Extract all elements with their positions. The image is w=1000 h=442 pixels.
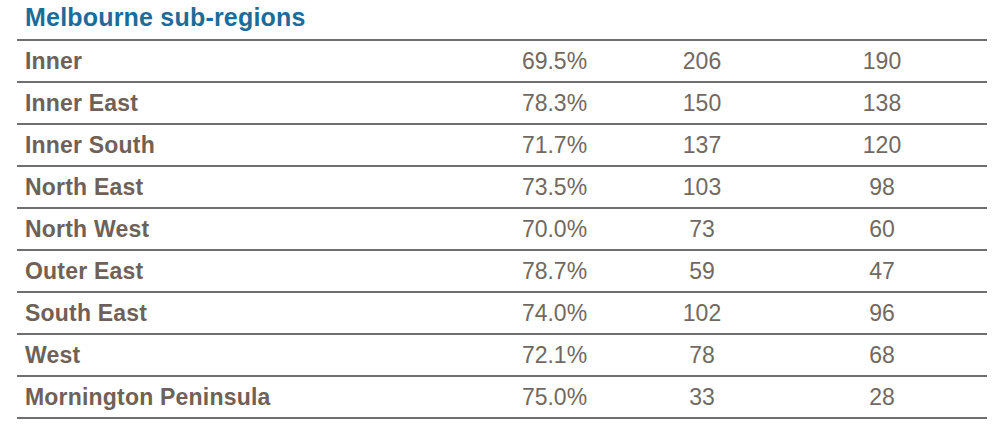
percent-cell: 73.5%: [482, 166, 627, 208]
region-name-cell: Mornington Peninsula: [17, 376, 482, 418]
count-cell: 68: [777, 334, 987, 376]
sub-regions-table: Inner 69.5% 206 190 Inner East 78.3% 150…: [17, 39, 987, 419]
region-name-cell: Inner South: [17, 124, 482, 166]
count-cell: 47: [777, 250, 987, 292]
count-cell: 120: [777, 124, 987, 166]
count-cell: 60: [777, 208, 987, 250]
region-name-cell: South East: [17, 292, 482, 334]
count-cell: 78: [627, 334, 777, 376]
count-cell: 59: [627, 250, 777, 292]
percent-cell: 71.7%: [482, 124, 627, 166]
table-body: Inner 69.5% 206 190 Inner East 78.3% 150…: [17, 40, 987, 418]
table-row: West 72.1% 78 68: [17, 334, 987, 376]
percent-cell: 75.0%: [482, 376, 627, 418]
percent-cell: 72.1%: [482, 334, 627, 376]
count-cell: 206: [627, 40, 777, 82]
count-cell: 28: [777, 376, 987, 418]
table-row: Inner 69.5% 206 190: [17, 40, 987, 82]
table-row: Mornington Peninsula 75.0% 33 28: [17, 376, 987, 418]
percent-cell: 78.7%: [482, 250, 627, 292]
document-page: Melbourne sub-regions Inner 69.5% 206 19…: [0, 0, 1000, 419]
percent-cell: 74.0%: [482, 292, 627, 334]
region-name-cell: Inner: [17, 40, 482, 82]
count-cell: 33: [627, 376, 777, 418]
region-name-cell: North West: [17, 208, 482, 250]
table-row: South East 74.0% 102 96: [17, 292, 987, 334]
table-row: Inner South 71.7% 137 120: [17, 124, 987, 166]
table-row: North West 70.0% 73 60: [17, 208, 987, 250]
region-name-cell: Outer East: [17, 250, 482, 292]
region-name-cell: West: [17, 334, 482, 376]
count-cell: 150: [627, 82, 777, 124]
count-cell: 137: [627, 124, 777, 166]
count-cell: 103: [627, 166, 777, 208]
region-name-cell: Inner East: [17, 82, 482, 124]
table-row: North East 73.5% 103 98: [17, 166, 987, 208]
count-cell: 190: [777, 40, 987, 82]
percent-cell: 78.3%: [482, 82, 627, 124]
percent-cell: 70.0%: [482, 208, 627, 250]
count-cell: 96: [777, 292, 987, 334]
count-cell: 98: [777, 166, 987, 208]
table-row: Inner East 78.3% 150 138: [17, 82, 987, 124]
page-title: Melbourne sub-regions: [25, 2, 1000, 32]
region-name-cell: North East: [17, 166, 482, 208]
count-cell: 102: [627, 292, 777, 334]
count-cell: 138: [777, 82, 987, 124]
count-cell: 73: [627, 208, 777, 250]
percent-cell: 69.5%: [482, 40, 627, 82]
table-row: Outer East 78.7% 59 47: [17, 250, 987, 292]
